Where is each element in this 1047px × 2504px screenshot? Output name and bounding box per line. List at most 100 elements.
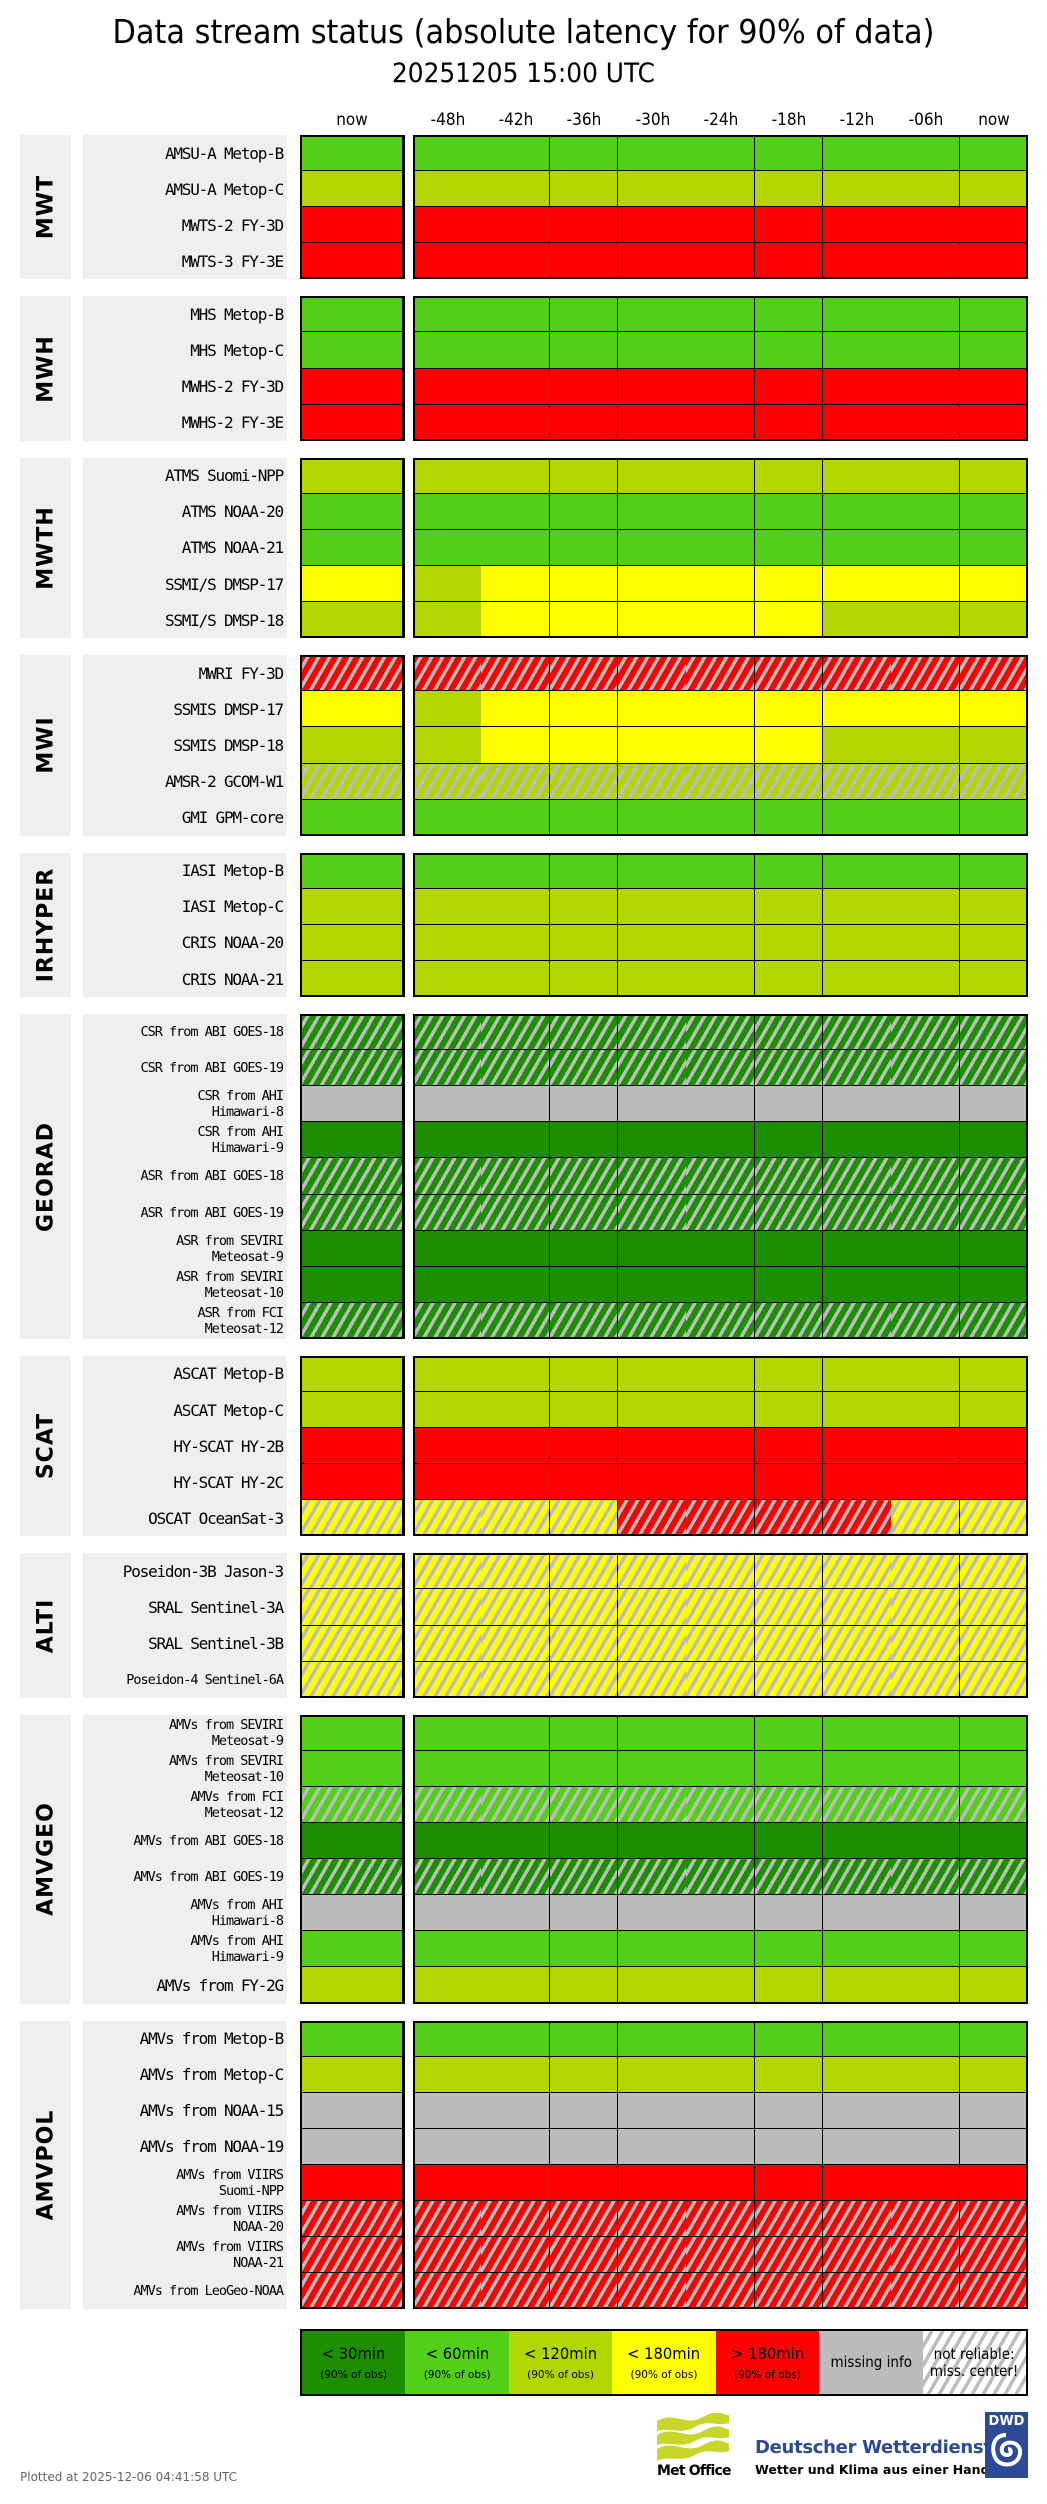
status-cell — [481, 2164, 551, 2201]
row-label: CSR from AHI Himawari-8 — [197, 1088, 284, 1121]
status-cell — [959, 493, 1029, 530]
data-stream-row: MWHS-2 FY-3E — [0, 404, 1047, 441]
status-cell — [754, 332, 824, 369]
status-cell — [549, 1859, 619, 1896]
status-cell — [891, 2056, 961, 2093]
status-cell — [481, 404, 551, 441]
status-cell — [618, 852, 687, 889]
row-label: AMVs from LeoGeo-NOAA — [133, 2283, 284, 2300]
status-cell — [413, 1266, 482, 1303]
status-cell — [618, 1230, 687, 1267]
status-cell — [959, 1967, 1029, 2004]
status-cell — [686, 1500, 756, 1537]
status-cell — [754, 404, 824, 441]
group-label: SCAT — [20, 1355, 71, 1537]
status-cell — [754, 1014, 824, 1051]
status-cell — [823, 1931, 892, 1968]
row-label: ASR from ABI GOES-18 — [140, 1168, 284, 1185]
status-cell — [959, 1158, 1029, 1195]
status-cell — [754, 1967, 824, 2004]
row-label: AMVs from FY-2G — [156, 1975, 285, 1995]
status-cell — [413, 1625, 482, 1662]
status-cell — [618, 2200, 687, 2238]
status-cell — [823, 243, 892, 280]
legend-sublabel: (90% of obs) — [320, 2369, 388, 2381]
column-header: -12h — [839, 110, 875, 130]
legend-item-unreliable: not reliable: miss. center! — [922, 2331, 1026, 2394]
row-label: SRAL Sentinel-3A — [148, 1598, 284, 1618]
status-cell — [959, 1266, 1029, 1303]
status-cell — [891, 171, 961, 208]
status-cell-now — [300, 1230, 405, 1267]
status-cell — [686, 404, 756, 441]
dwd-logo-text: DWD — [988, 2414, 1025, 2429]
status-cell — [823, 2020, 892, 2057]
status-cell — [823, 1230, 892, 1267]
row-label: MWRI FY-3D — [198, 663, 285, 683]
status-cell — [618, 1464, 687, 1501]
met-office-waves-icon — [657, 2412, 729, 2461]
status-cell-now — [300, 2056, 405, 2093]
status-cell — [481, 1967, 551, 2004]
row-label: AMVs from SEVIRI Meteosat-10 — [168, 1752, 284, 1785]
row-label: ASR from SEVIRI Meteosat-10 — [176, 1268, 284, 1301]
status-cell — [413, 1714, 482, 1751]
row-label: MWTS-3 FY-3E — [181, 251, 284, 271]
status-cell — [891, 566, 961, 603]
row-label: AMVs from AHI Himawari-8 — [190, 1897, 284, 1930]
status-cell-now — [300, 368, 405, 405]
status-cell — [891, 960, 961, 998]
status-cell — [686, 368, 756, 405]
status-cell — [823, 602, 892, 639]
status-cell — [754, 529, 824, 567]
data-stream-row: ATMS NOAA-21 — [0, 529, 1047, 567]
status-cell — [959, 1750, 1029, 1787]
status-cell — [823, 368, 892, 405]
legend-item-lt180: < 180min (90% of obs) — [612, 2331, 716, 2394]
data-stream-row: AMVs from Metop-B — [0, 2020, 1047, 2057]
dwd-name: Deutscher Wetterdienst — [755, 2437, 992, 2458]
status-cell — [891, 2128, 961, 2165]
status-cell — [618, 1392, 687, 1429]
status-cell — [618, 1859, 687, 1896]
data-stream-row: ASCAT Metop-C — [0, 1392, 1047, 1429]
row-label: AMVs from VIIRS Suomi-NPP — [176, 2166, 284, 2199]
label-panel — [83, 457, 287, 639]
status-cell — [823, 1895, 892, 1932]
row-label: CSR from AHI Himawari-9 — [197, 1124, 284, 1157]
status-cell — [823, 529, 892, 567]
status-cell — [481, 529, 551, 567]
status-cell — [959, 799, 1029, 836]
status-cell — [413, 207, 482, 244]
status-cell — [891, 799, 961, 836]
status-cell — [754, 1086, 824, 1123]
status-cell — [413, 1194, 482, 1231]
status-cell — [754, 1823, 824, 1860]
status-cell — [618, 799, 687, 836]
status-cell — [891, 2237, 961, 2274]
status-cell — [959, 2200, 1029, 2238]
row-label: AMSU-A Metop-C — [164, 179, 284, 199]
row-label: AMSU-A Metop-B — [164, 143, 284, 163]
status-cell — [891, 1302, 961, 1339]
status-cell — [413, 1158, 482, 1195]
data-stream-row: CSR from ABI GOES-18 — [0, 1014, 1047, 1051]
status-cell — [618, 1355, 687, 1392]
status-cell — [959, 1428, 1029, 1465]
status-cell-now — [300, 691, 405, 728]
status-cell — [823, 763, 892, 800]
status-cell — [618, 1895, 687, 1932]
data-stream-row: SRAL Sentinel-3A — [0, 1589, 1047, 1626]
status-cell-now — [300, 135, 405, 172]
status-cell — [891, 529, 961, 567]
group-mwt: MWT AMSU-A Metop-B AMSU-A Metop-C MWTS-2 FY… — [0, 135, 1047, 280]
status-cell — [618, 1823, 687, 1860]
group-label: MWI — [20, 655, 71, 836]
status-cell — [686, 727, 756, 764]
status-cell — [481, 1158, 551, 1195]
data-stream-row: AMVs from SEVIRI Meteosat-10 — [0, 1750, 1047, 1787]
status-cell — [754, 852, 824, 889]
status-cell-now — [300, 960, 405, 998]
status-cell-now — [300, 1625, 405, 1662]
status-cell — [754, 1661, 824, 1698]
